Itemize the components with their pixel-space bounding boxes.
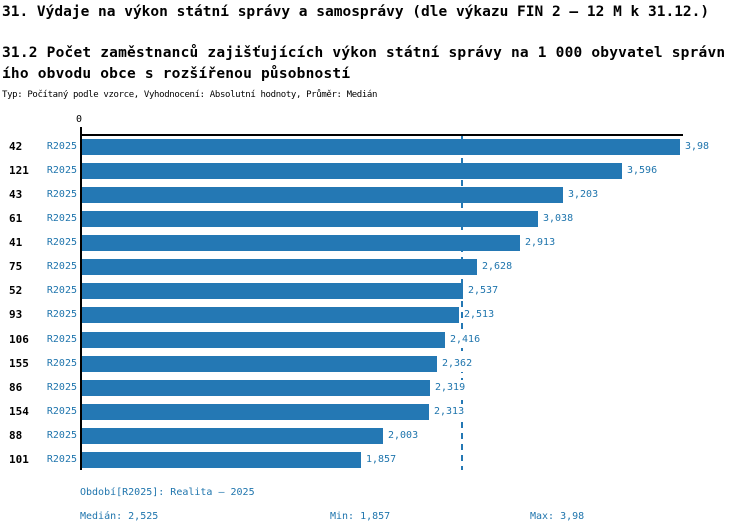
row-category-label: 101 — [9, 452, 29, 466]
bar-value-label: 2,513 — [463, 307, 495, 324]
footer-period-legend: Období[R2025]: Realita – 2025 — [80, 487, 255, 498]
x-axis-line — [80, 134, 683, 136]
row-category-label: 42 — [9, 140, 23, 153]
bar-value-label: 2,319 — [434, 379, 466, 396]
bar-value-label: 2,362 — [441, 355, 473, 372]
bar-value-label: 3,038 — [542, 211, 574, 228]
row-series-label: R2025 — [46, 213, 77, 225]
bar — [82, 427, 383, 444]
bar-value-label: 3,98 — [684, 139, 710, 155]
row-series-label: R2025 — [46, 453, 77, 465]
row-category-label: 86 — [9, 380, 23, 394]
footer-median-stat: Medián: 2,525 — [80, 511, 159, 522]
row-category-label: 43 — [9, 188, 23, 202]
row-series-label: R2025 — [46, 381, 77, 393]
y-axis-line — [80, 127, 82, 470]
bar — [82, 307, 459, 324]
chart-subtitle-line1: 31.2 Počet zaměstnanců zajišťujících výk… — [2, 45, 726, 61]
row-category-label: 121 — [9, 164, 29, 178]
median-reference-line — [461, 136, 463, 470]
chart-meta-info: Typ: Počítaný podle vzorce, Vyhodnocení:… — [2, 90, 378, 100]
row-category-label: 88 — [9, 428, 23, 442]
bar-value-label: 2,628 — [481, 259, 513, 276]
row-series-label: R2025 — [46, 405, 77, 417]
row-series-label: R2025 — [46, 165, 77, 177]
bar — [82, 379, 430, 396]
row-series-label: R2025 — [46, 261, 77, 273]
row-series-label: R2025 — [46, 333, 77, 345]
bar — [82, 163, 622, 180]
row-series-label: R2025 — [46, 309, 77, 321]
row-category-label: 52 — [9, 284, 23, 298]
bar-value-label: 2,416 — [449, 331, 481, 348]
row-category-label: 93 — [9, 308, 23, 322]
bar — [82, 235, 520, 252]
row-category-label: 75 — [9, 260, 23, 274]
bar — [82, 139, 680, 155]
row-category-label: 61 — [9, 212, 23, 226]
row-series-label: R2025 — [46, 357, 77, 369]
bar-value-label: 1,857 — [365, 451, 397, 468]
bar-value-label: 2,913 — [524, 235, 556, 252]
row-category-label: 41 — [9, 236, 23, 250]
bar-value-label: 2,537 — [467, 283, 499, 300]
bar — [82, 211, 538, 228]
bar-value-label: 3,203 — [567, 187, 599, 204]
row-series-label: R2025 — [46, 189, 77, 201]
row-series-label: R2025 — [46, 285, 77, 297]
bar — [82, 355, 437, 372]
bar-value-label: 2,313 — [433, 403, 465, 420]
footer-min-stat: Min: 1,857 — [330, 511, 391, 522]
footer-max-stat: Max: 3,98 — [530, 511, 585, 522]
bar — [82, 283, 463, 300]
row-series-label: R2025 — [46, 237, 77, 249]
row-category-label: 155 — [9, 356, 29, 370]
bar — [82, 403, 429, 420]
row-category-label: 106 — [9, 332, 29, 346]
page-title: 31. Výdaje na výkon státní správy a samo… — [2, 4, 710, 20]
bar — [82, 259, 477, 276]
x-axis-zero-tick-label: 0 — [76, 114, 83, 125]
row-category-label: 154 — [9, 404, 29, 418]
row-series-label: R2025 — [46, 141, 77, 152]
bar — [82, 451, 361, 468]
bar-value-label: 2,003 — [387, 427, 419, 444]
bar-value-label: 3,596 — [626, 163, 658, 180]
bar — [82, 331, 445, 348]
chart-subtitle-line2: ího obvodu obce s rozšířenou působností — [2, 66, 351, 82]
row-series-label: R2025 — [46, 429, 77, 441]
bar — [82, 187, 563, 204]
